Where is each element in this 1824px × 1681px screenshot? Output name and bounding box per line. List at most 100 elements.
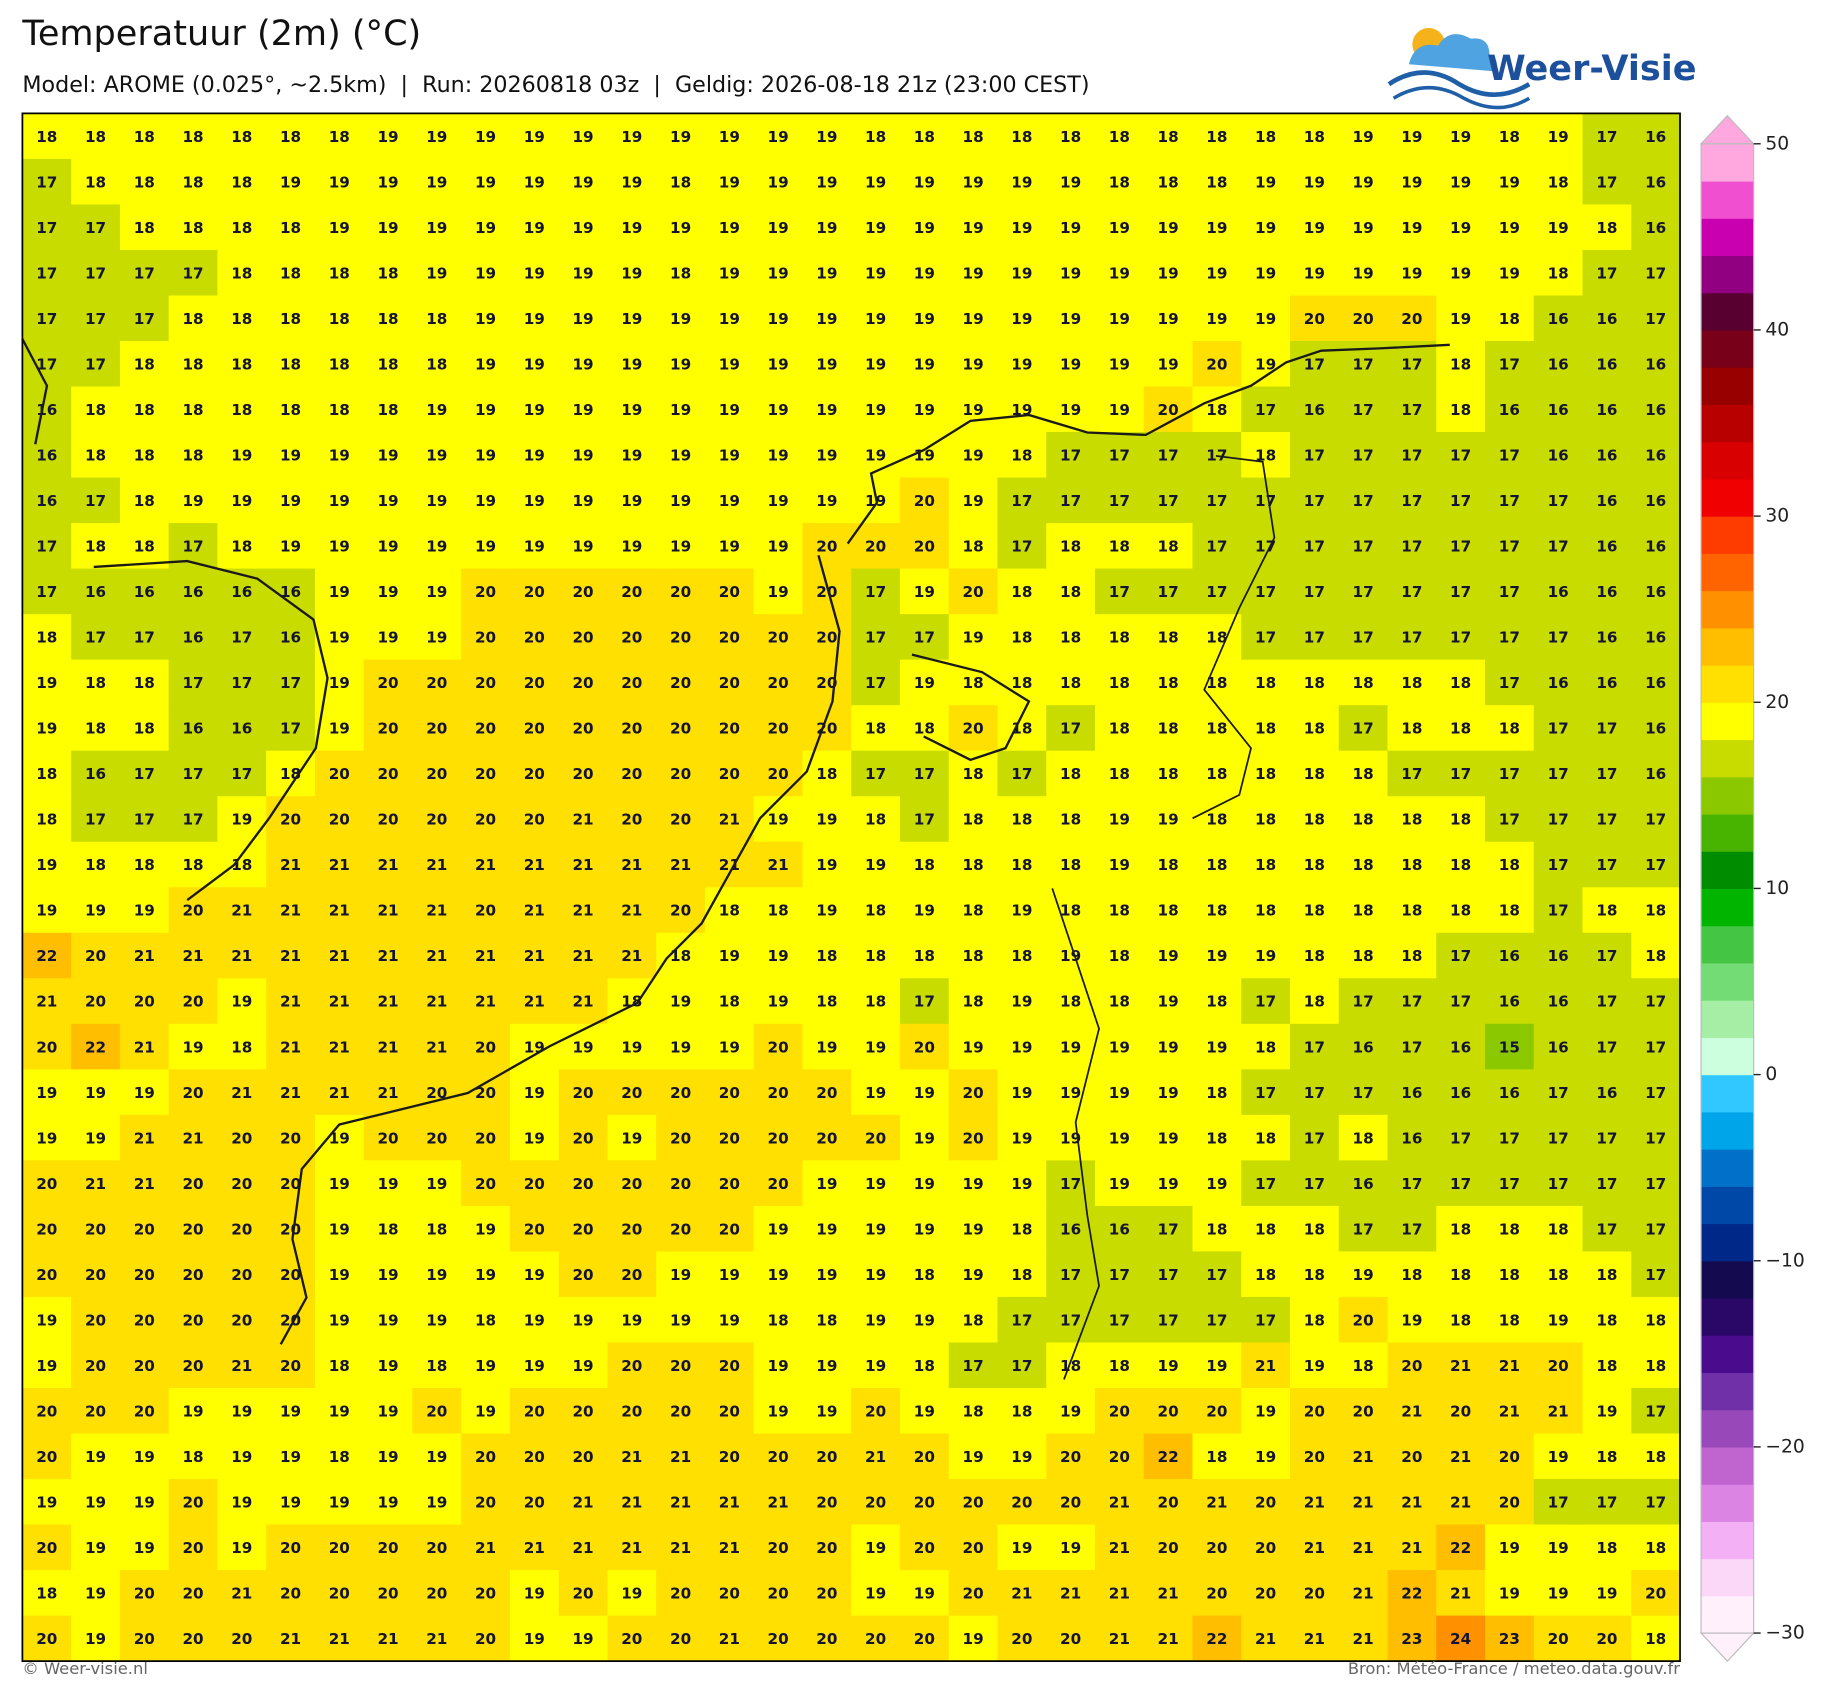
temperature-cell — [217, 750, 267, 797]
temperature-cell — [168, 1160, 219, 1207]
temperature-label: 20 — [621, 583, 642, 601]
temperature-label: 20 — [963, 583, 984, 601]
temperature-label: 17 — [1596, 173, 1617, 191]
temperature-label: 20 — [670, 902, 691, 920]
temperature-label: 16 — [1401, 1129, 1422, 1147]
temperature-cell — [1533, 659, 1584, 706]
temperature-label: 20 — [816, 538, 837, 556]
temperature-label: 20 — [426, 1402, 447, 1420]
temperature-cell — [1582, 340, 1632, 388]
temperature-label: 18 — [36, 1585, 57, 1603]
temperature-cell — [71, 158, 121, 206]
temperature-label: 18 — [1353, 1357, 1374, 1375]
temperature-label: 19 — [329, 720, 350, 738]
temperature-label: 22 — [1401, 1585, 1422, 1603]
temperature-cell — [753, 932, 804, 980]
temperature-cell — [314, 113, 365, 160]
temperature-cell — [363, 295, 414, 342]
temperature-label: 20 — [524, 765, 545, 783]
temperature-label: 18 — [231, 310, 252, 328]
temperature-cell — [1338, 614, 1389, 661]
temperature-cell — [1387, 477, 1437, 524]
temperature-cell — [753, 523, 804, 570]
temperature-label: 19 — [1011, 1129, 1032, 1147]
temperature-label: 20 — [182, 1585, 203, 1603]
temperature-cell — [22, 295, 72, 342]
temperature-cell — [509, 432, 560, 479]
title: Temperatuur (2m) (°C) — [21, 13, 421, 54]
temperature-cell — [217, 1524, 267, 1571]
temperature-label: 17 — [1450, 947, 1471, 965]
temperature-cell — [461, 1296, 511, 1344]
colorbar-box — [1701, 1037, 1754, 1076]
temperature-label: 17 — [1255, 538, 1276, 556]
temperature-label: 18 — [1596, 1311, 1617, 1329]
temperature-cell — [1533, 249, 1584, 297]
temperature-label: 20 — [816, 1084, 837, 1102]
temperature-cell — [1582, 1570, 1632, 1617]
temperature-cell — [753, 1023, 804, 1071]
temperature-cell — [1143, 887, 1194, 934]
temperature-cell — [607, 932, 657, 980]
temperature-label: 19 — [719, 128, 740, 146]
temperature-label: 18 — [1304, 765, 1325, 783]
temperature-cell — [217, 568, 267, 615]
temperature-cell — [22, 1615, 72, 1662]
temperature-cell — [1533, 1251, 1584, 1298]
temperature-cell — [412, 568, 462, 615]
temperature-cell — [704, 1114, 755, 1162]
temperature-cell — [119, 1615, 170, 1662]
temperature-label: 19 — [621, 1129, 642, 1147]
temperature-cell — [1094, 158, 1145, 206]
temperature-label: 18 — [1060, 765, 1081, 783]
temperature-cell — [71, 432, 121, 479]
temperature-label: 18 — [280, 355, 301, 373]
temperature-label: 20 — [475, 765, 496, 783]
temperature-label: 19 — [231, 1493, 252, 1511]
temperature-label: 17 — [1499, 538, 1520, 556]
temperature-cell — [1485, 249, 1535, 297]
temperature-label: 17 — [1011, 538, 1032, 556]
temperature-cell — [119, 432, 170, 479]
temperature-cell — [1582, 158, 1632, 206]
temperature-label: 19 — [475, 401, 496, 419]
temperature-cell — [851, 249, 901, 297]
temperature-cell — [1485, 1160, 1535, 1207]
temperature-cell — [1533, 932, 1584, 980]
temperature-cell — [753, 204, 804, 251]
temperature-cell — [1533, 340, 1584, 388]
temperature-cell — [1192, 1615, 1242, 1662]
temperature-label: 18 — [1158, 765, 1179, 783]
temperature-cell — [1338, 1433, 1389, 1480]
temperature-label: 17 — [914, 993, 935, 1011]
temperature-cell — [363, 432, 414, 479]
temperature-cell — [802, 659, 852, 706]
temperature-label: 18 — [231, 173, 252, 191]
temperature-label: 21 — [1548, 1402, 1569, 1420]
temperature-cell — [558, 1615, 609, 1662]
temperature-cell — [899, 796, 950, 843]
temperature-cell — [1046, 1433, 1096, 1480]
temperature-cell — [1289, 978, 1340, 1025]
colorbar-box — [1701, 1000, 1754, 1038]
temperature-label: 18 — [1353, 902, 1374, 920]
temperature-cell — [314, 295, 365, 342]
temperature-label: 16 — [1548, 401, 1569, 419]
temperature-label: 21 — [670, 856, 691, 874]
temperature-cell — [461, 750, 511, 797]
temperature-cell — [851, 568, 901, 615]
temperature-cell — [1192, 340, 1242, 388]
temperature-cell — [461, 1251, 511, 1298]
temperature-cell — [997, 568, 1047, 615]
temperature-cell — [168, 705, 219, 752]
temperature-cell — [509, 1342, 560, 1389]
temperature-cell — [899, 1069, 950, 1116]
logo-cloud — [1408, 34, 1497, 72]
temperature-cell — [753, 477, 804, 524]
temperature-label: 19 — [524, 1311, 545, 1329]
temperature-cell — [412, 750, 462, 797]
temperature-label: 20 — [621, 1357, 642, 1375]
temperature-cell — [1338, 1524, 1389, 1571]
temperature-cell — [22, 158, 72, 206]
temperature-cell — [1143, 386, 1194, 433]
